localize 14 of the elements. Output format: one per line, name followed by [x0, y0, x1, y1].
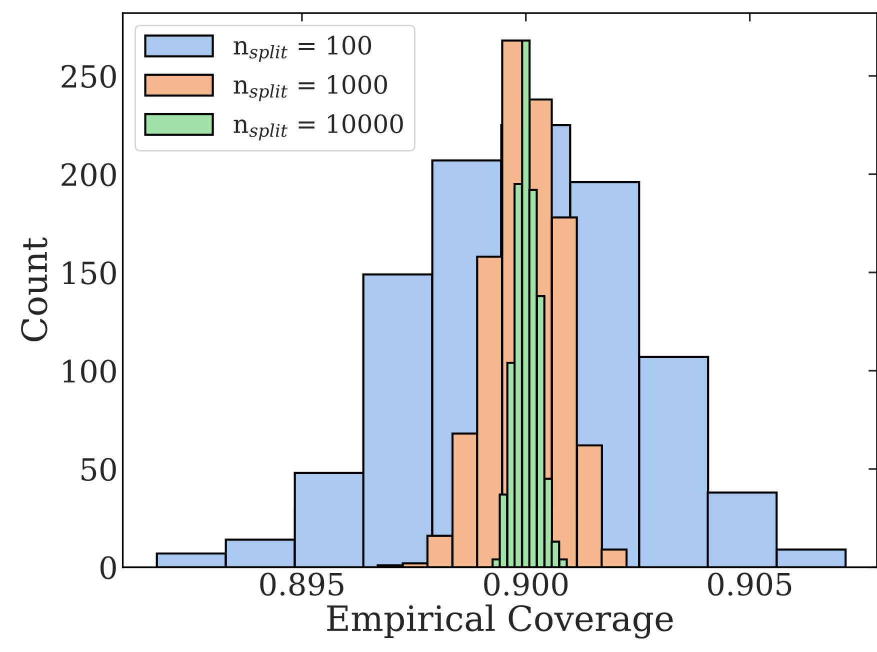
y-tick-label: 250 — [62, 64, 116, 88]
x-tick-label: 0.895 — [260, 572, 344, 596]
y-tick-label: 150 — [63, 261, 116, 284]
y-tick-label: 200 — [62, 163, 116, 186]
y-tick-label: 100 — [63, 360, 116, 383]
x-tick-label: 0.905 — [708, 572, 792, 596]
legend-label: n$_{split}$ = 1000 — [234, 75, 387, 102]
legend-label: n$_{split}$ = 100 — [234, 36, 372, 62]
y-axis-title: Count — [21, 237, 48, 342]
legend-label: n$_{split}$ = 10000 — [234, 114, 403, 140]
y-tick-label: 0 — [100, 556, 116, 580]
y-tick-label: 50 — [82, 458, 116, 482]
x-tick-label: 0.900 — [484, 572, 568, 596]
x-axis-title: Empirical Coverage — [327, 604, 673, 639]
